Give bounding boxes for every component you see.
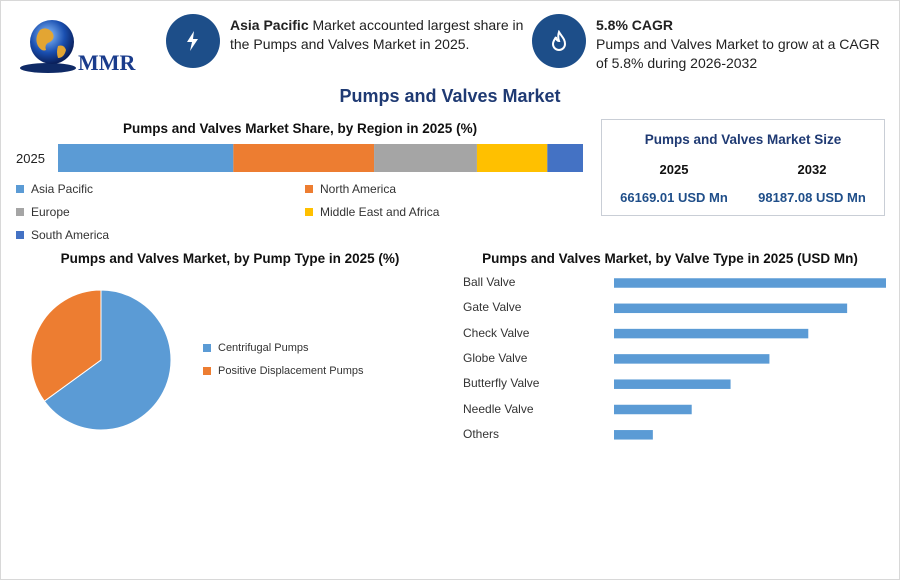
market-size-title: Pumps and Valves Market Size	[644, 132, 842, 147]
valve-bar-others	[614, 430, 653, 440]
legend-label: Positive Displacement Pumps	[218, 365, 364, 377]
mmr-logo: MMR	[18, 16, 137, 78]
region-segment-europe	[374, 144, 477, 172]
region-segment-north-america	[233, 144, 375, 172]
legend-north-america: North America	[305, 182, 396, 196]
legend-label: Middle East and Africa	[320, 205, 440, 219]
valve-bar-butterfly-valve	[614, 379, 731, 389]
valve-label-gate-valve: Gate Valve	[463, 300, 522, 315]
legend-label: Asia Pacific	[31, 182, 94, 196]
valve-bar-gate-valve	[614, 303, 848, 314]
legend-positive-displacement: Positive Displacement Pumps	[203, 365, 364, 377]
valve-label-butterfly-valve: Butterfly Valve	[463, 376, 540, 391]
legend-swatch	[16, 231, 24, 239]
legend-label: South America	[31, 228, 110, 242]
region-segment-asia-pacific	[58, 144, 234, 172]
kpi-cagr: 5.8% CAGR Pumps and Valves Market to gro…	[596, 16, 886, 73]
valve-chart-title: Pumps and Valves Market, by Valve Type i…	[482, 251, 858, 266]
kpi-cagr-bold: 5.8% CAGR	[596, 17, 674, 33]
region-chart-title: Pumps and Valves Market Share, by Region…	[122, 121, 478, 136]
valve-bar-globe-valve	[614, 354, 770, 364]
valve-label-globe-valve: Globe Valve	[463, 350, 528, 365]
valve-bar-needle-valve	[614, 404, 692, 415]
size-value-2025: 66169.01 USD Mn	[620, 190, 728, 205]
region-stacked-bar	[58, 144, 583, 172]
legend-swatch	[305, 208, 313, 216]
main-title: Pumps and Valves Market	[339, 86, 561, 106]
legend-label: Centrifugal Pumps	[218, 342, 309, 354]
legend-south-america: South America	[16, 228, 109, 242]
pump-pie-chart	[30, 289, 172, 431]
legend-europe: Europe	[16, 205, 70, 219]
valve-label-ball-valve: Ball Valve	[463, 275, 516, 289]
region-segment-south-america	[547, 144, 583, 172]
legend-centrifugal: Centrifugal Pumps	[203, 342, 309, 354]
size-year-2025: 2025	[659, 162, 689, 177]
valve-bar-check-valve	[614, 328, 809, 339]
legend-swatch	[16, 185, 24, 193]
valve-label-check-valve: Check Valve	[463, 325, 530, 340]
region-segment-middle-east-and-africa	[476, 144, 548, 172]
valve-label-others: Others	[463, 426, 500, 441]
pie-slice-positive-displacement-pumps	[30, 289, 102, 402]
valve-bar-chart	[614, 278, 886, 440]
legend-label: North America	[320, 182, 397, 196]
market-size-box: Pumps and Valves Market Size 2025 2032 6…	[601, 119, 885, 216]
valve-label-needle-valve: Needle Valve	[463, 401, 534, 416]
kpi-region-bold: Asia Pacific	[230, 17, 309, 33]
legend-swatch	[203, 344, 211, 352]
logo-text: MMR	[78, 50, 136, 75]
lightning-icon	[166, 14, 220, 68]
size-value-2032: 98187.08 USD Mn	[758, 190, 866, 205]
legend-swatch	[16, 208, 24, 216]
region-year-label: 2025	[16, 151, 45, 166]
legend-swatch	[305, 185, 313, 193]
size-year-2032: 2032	[797, 162, 827, 177]
valve-bar-ball-valve	[614, 278, 886, 288]
kpi-region-text: Market accounted largest share in the Pu…	[230, 17, 524, 52]
kpi-region: Asia Pacific Market accounted largest sh…	[230, 16, 530, 54]
pie-slice-centrifugal-pumps	[43, 289, 172, 431]
legend-asia-pacific: Asia Pacific	[16, 182, 93, 196]
pump-chart-title: Pumps and Valves Market, by Pump Type in…	[60, 251, 400, 266]
kpi-cagr-text: Pumps and Valves Market to grow at a CAG…	[596, 36, 880, 71]
flame-icon	[532, 14, 586, 68]
legend-label: Europe	[31, 205, 70, 219]
legend-middle-east-africa: Middle East and Africa	[305, 205, 439, 219]
legend-swatch	[203, 367, 211, 375]
